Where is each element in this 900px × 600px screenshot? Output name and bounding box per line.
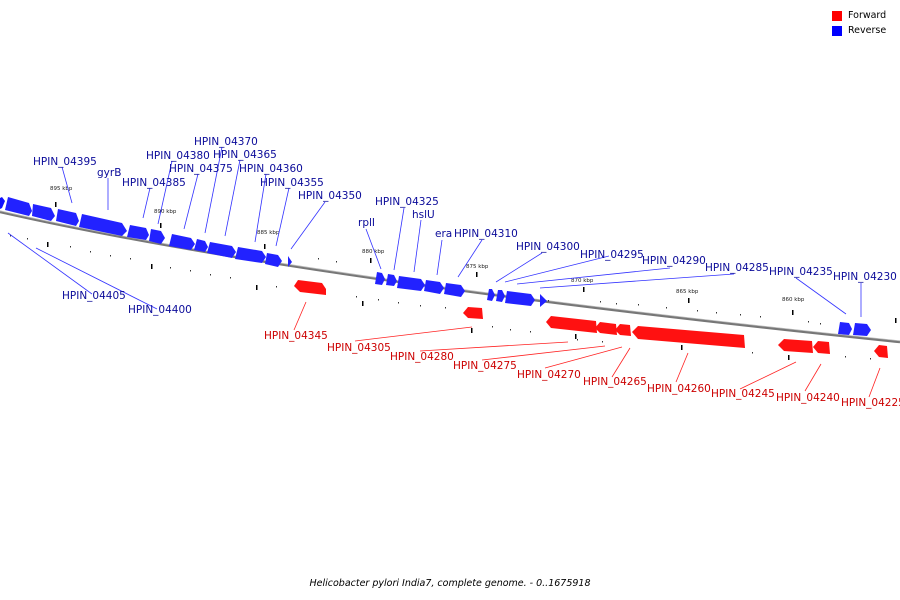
gene-label[interactable]: HPIN_04355 [260,177,324,189]
gene-label[interactable]: HPIN_04270 [517,369,581,381]
gene-label[interactable]: HPIN_04305 [327,342,391,354]
gene-reverse[interactable] [79,214,127,236]
gene-reverse[interactable] [207,242,236,258]
gene-label[interactable]: HPIN_04290 [642,255,706,267]
gene-label[interactable]: HPIN_04265 [583,376,647,388]
forward-gene-labels: HPIN_04345 HPIN_04305 HPIN_04280 HPIN_04… [264,330,900,409]
gene-label[interactable]: HPIN_04260 [647,383,711,395]
gene-label[interactable]: HPIN_04380 [146,150,210,162]
gene-label[interactable]: HPIN_04370 [194,136,258,148]
gene-label[interactable]: HPIN_04405 [62,290,126,302]
legend-item-forward[interactable]: Forward [832,8,892,23]
gene-forward[interactable] [813,341,830,354]
forward-swatch [832,10,842,21]
gene-reverse[interactable] [540,294,547,307]
gene-forward[interactable] [632,326,745,348]
gene-label[interactable]: HPIN_04280 [390,351,454,363]
gene-label[interactable]: HPIN_04240 [776,392,840,404]
gene-reverse[interactable] [235,247,266,263]
gene-label[interactable]: HPIN_04235 [769,266,833,278]
legend-label: Forward [848,10,887,21]
gene-reverse[interactable] [424,280,444,294]
scale-dots [10,235,871,360]
gene-label[interactable]: HPIN_04310 [454,228,518,240]
gene-label[interactable]: HPIN_04275 [453,360,517,372]
scale-label: 885 kbp [257,230,280,236]
gene-label[interactable]: HPIN_04400 [128,304,192,316]
gene-reverse[interactable] [838,322,852,335]
genome-caption: Helicobacter pylori India7, complete gen… [309,578,591,589]
gene-label[interactable]: HPIN_04345 [264,330,328,342]
gene-reverse[interactable] [386,274,397,286]
gene-forward[interactable] [595,322,617,335]
gene-label[interactable]: HPIN_04230 [833,271,897,283]
gene-reverse[interactable] [487,289,495,301]
genome-backbone-highlight [0,210,900,342]
legend: Forward Reverse [832,8,892,38]
gene-reverse[interactable] [149,229,165,244]
gene-reverse[interactable] [853,323,871,336]
scale-label: 880 kbp [362,249,385,255]
gene-label[interactable]: rplI [358,217,375,229]
gene-label[interactable]: HPIN_04295 [580,249,644,261]
scale-label: 875 kbp [466,264,489,270]
reverse-genes [0,197,871,336]
forward-leader-lines [293,301,881,398]
legend-item-reverse[interactable]: Reverse [832,23,892,38]
scale-labels: 895 kbp 890 kbp 885 kbp 880 kbp 875 kbp … [50,186,805,303]
gene-label[interactable]: era [435,228,452,240]
reverse-gene-labels: HPIN_04395 gyrB HPIN_04385 HPIN_04380 HP… [33,136,897,316]
scale-label: 860 kbp [782,297,805,303]
genome-backbone [0,210,900,344]
gene-forward[interactable] [294,280,326,295]
gene-reverse[interactable] [0,197,5,209]
gene-label[interactable]: HPIN_04225 [841,397,900,409]
gene-label[interactable]: HPIN_04360 [239,163,303,175]
gene-label[interactable]: HPIN_04375 [169,163,233,175]
forward-genes [294,280,888,358]
scale-label: 870 kbp [571,278,594,284]
scale-ticks [47,202,897,360]
gene-forward[interactable] [546,316,597,333]
gene-reverse[interactable] [375,272,385,285]
scale-label: 865 kbp [676,289,699,295]
gene-reverse[interactable] [444,283,465,297]
legend-label: Reverse [848,25,887,36]
gene-reverse[interactable] [397,276,425,291]
gene-reverse[interactable] [32,204,55,221]
gene-label[interactable]: HPIN_04365 [213,149,277,161]
gene-label[interactable]: gyrB [97,167,121,179]
gene-label[interactable]: HPIN_04285 [705,262,769,274]
reverse-swatch [832,25,842,36]
gene-reverse[interactable] [288,256,292,267]
gene-forward[interactable] [778,339,813,353]
gene-reverse[interactable] [127,225,149,240]
gene-reverse[interactable] [265,253,282,267]
scale-label: 895 kbp [50,186,73,192]
gene-reverse[interactable] [5,197,32,216]
gene-label[interactable]: HPIN_04245 [711,388,775,400]
scale-label: 890 kbp [154,209,177,215]
gene-label[interactable]: HPIN_04300 [516,241,580,253]
gene-reverse[interactable] [56,209,79,226]
gene-reverse[interactable] [496,290,505,302]
gene-forward[interactable] [874,345,888,358]
gene-forward[interactable] [463,307,483,319]
gene-reverse[interactable] [505,291,535,306]
gene-label[interactable]: HPIN_04385 [122,177,186,189]
gene-label[interactable]: HPIN_04395 [33,156,97,168]
gene-reverse[interactable] [194,239,208,252]
gene-label[interactable]: HPIN_04350 [298,190,362,202]
gene-label[interactable]: HPIN_04325 [375,196,439,208]
reverse-leader-lines [7,146,862,317]
gene-label[interactable]: hslU [412,209,435,221]
gene-forward[interactable] [615,324,631,336]
gene-reverse[interactable] [169,234,195,250]
